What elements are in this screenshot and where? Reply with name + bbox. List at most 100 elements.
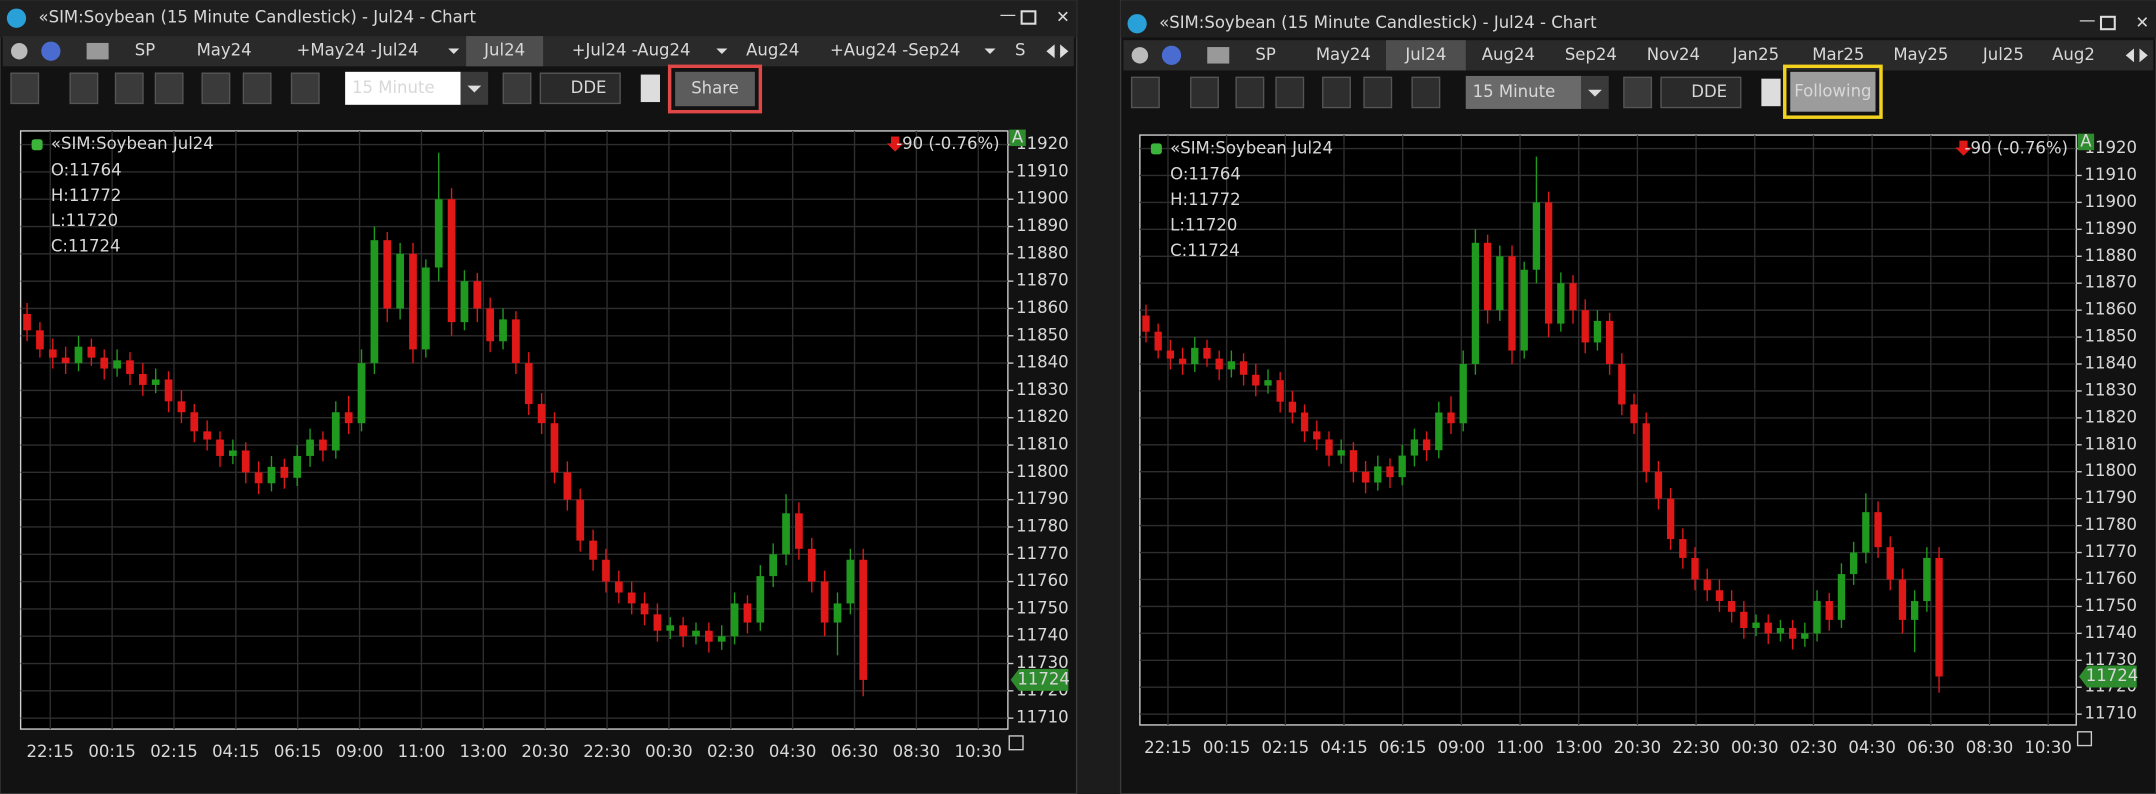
contract-tab[interactable]: Mar25: [1812, 45, 1864, 64]
close-button[interactable]: ✕: [1056, 8, 1070, 27]
resize-grip[interactable]: [2076, 731, 2093, 747]
candle-body: [357, 363, 366, 424]
x-tick-label: 06:30: [1907, 738, 1955, 757]
dde-label[interactable]: DDE: [1691, 82, 1727, 101]
indicator-tool[interactable]: [1322, 76, 1351, 109]
x-tick-label: 13:00: [1555, 738, 1603, 757]
interval-box[interactable]: [345, 71, 461, 105]
y-tick-label: 11870: [1016, 271, 1069, 290]
share-button-outline: [667, 64, 763, 114]
tab-dropdown[interactable]: [448, 48, 460, 54]
interval-box[interactable]: [1465, 75, 1582, 109]
chart-style-tool[interactable]: [1411, 76, 1441, 109]
share-button[interactable]: [1790, 71, 1876, 112]
indicator-tool[interactable]: [201, 72, 231, 105]
dde-button[interactable]: [1660, 76, 1742, 109]
candle-body: [383, 240, 392, 309]
contract-tab[interactable]: Jul25: [1982, 45, 2024, 64]
contract-tab[interactable]: +Aug24 -Sep24: [830, 41, 960, 60]
delete-tool[interactable]: [69, 72, 99, 105]
x-tick-label: 04:30: [1848, 738, 1896, 757]
symbol-selector[interactable]: SP: [135, 41, 155, 60]
symbol-selector[interactable]: SP: [1255, 45, 1275, 64]
ohlc-label: O:11764: [51, 160, 122, 179]
contract-tab[interactable]: May25: [1893, 45, 1948, 64]
settings-icon[interactable]: [1131, 47, 1149, 64]
interval-value[interactable]: 15 Minute: [1473, 82, 1556, 101]
contract-tab[interactable]: Aug2: [2052, 45, 2095, 64]
contract-tab[interactable]: Sep24: [1565, 45, 1617, 64]
share-button-label[interactable]: Following: [1794, 81, 1871, 100]
crosshair-global-tool[interactable]: [1275, 76, 1305, 109]
select-tool[interactable]: [1130, 76, 1160, 109]
candle-body: [1288, 401, 1297, 413]
minimize-button[interactable]: —: [1000, 5, 1017, 24]
x-tick-label: 02:30: [1790, 738, 1838, 757]
contract-tab[interactable]: Jul24: [483, 41, 525, 60]
auto-scale-badge[interactable]: [2077, 133, 2095, 151]
x-tick-label: 11:00: [398, 742, 446, 761]
auto-scale-label[interactable]: A: [2080, 131, 2092, 150]
interval-value[interactable]: 15 Minute: [352, 78, 435, 97]
data-grid-button[interactable]: [1623, 76, 1653, 109]
candle-body: [293, 455, 302, 478]
contract-tab[interactable]: S: [1015, 41, 1025, 60]
settings-icon[interactable]: [11, 42, 28, 60]
candle-body: [1154, 331, 1162, 351]
contract-tab[interactable]: Aug24: [1482, 45, 1535, 64]
crosshair-tool[interactable]: [114, 72, 144, 105]
x-tick-label: 04:30: [769, 742, 817, 761]
tab-scroll-left[interactable]: [1046, 44, 1055, 59]
auto-scale-label[interactable]: A: [1012, 127, 1024, 146]
close-button[interactable]: ✕: [2135, 13, 2149, 32]
chart-style-tool[interactable]: [290, 72, 320, 105]
data-grid-button[interactable]: [502, 72, 532, 105]
tab-scroll-right[interactable]: [2139, 48, 2148, 63]
maximize-button[interactable]: [1020, 10, 1037, 25]
x-tick-label: 04:15: [212, 742, 260, 761]
minimize-button[interactable]: —: [2079, 10, 2096, 29]
y-tick-label: 11810: [2085, 434, 2138, 453]
study-tool[interactable]: [242, 72, 272, 105]
candle-body: [1727, 601, 1736, 612]
contract-tab[interactable]: May24: [1316, 45, 1371, 64]
x-tick-label: 22:15: [1144, 738, 1192, 757]
contract-tab[interactable]: Jan25: [1732, 45, 1779, 64]
contract-tab[interactable]: +May24 -Jul24: [297, 41, 419, 60]
dde-button[interactable]: [539, 72, 621, 105]
crosshair-global-tool[interactable]: [154, 72, 184, 105]
auto-scale-badge[interactable]: [1009, 129, 1026, 147]
tab-dropdown[interactable]: [716, 48, 728, 54]
contract-tab[interactable]: Jul24: [1404, 45, 1446, 64]
link-icon[interactable]: [1761, 78, 1781, 107]
globe-icon[interactable]: [1161, 45, 1182, 65]
maximize-button[interactable]: [2099, 15, 2116, 31]
contract-tab[interactable]: May24: [197, 41, 252, 60]
tab-scroll-right[interactable]: [1060, 44, 1069, 59]
crosshair-tool[interactable]: [1235, 76, 1265, 109]
print-icon[interactable]: [86, 42, 109, 60]
contract-tab[interactable]: Aug24: [746, 41, 799, 60]
tab-scroll-left[interactable]: [2125, 48, 2134, 63]
y-tick-label: 11780: [2085, 515, 2138, 534]
link-icon[interactable]: [640, 74, 660, 103]
candle-body: [267, 466, 276, 484]
contract-tab[interactable]: +Jul24 -Aug24: [572, 41, 691, 60]
delete-tool[interactable]: [1190, 76, 1219, 109]
y-tick-label: 11760: [1016, 571, 1069, 590]
contract-tab[interactable]: Nov24: [1647, 45, 1700, 64]
globe-icon[interactable]: [41, 41, 61, 61]
dde-label[interactable]: DDE: [571, 78, 607, 97]
share-button-label[interactable]: Share: [691, 79, 739, 98]
print-icon[interactable]: [1207, 47, 1230, 64]
share-button[interactable]: [675, 71, 755, 107]
y-tick-label: 11790: [1016, 489, 1069, 508]
select-tool[interactable]: [10, 72, 40, 105]
candle-body: [512, 319, 520, 364]
study-tool[interactable]: [1363, 76, 1393, 109]
y-tick-label: 11800: [2085, 461, 2138, 480]
candle-body: [190, 412, 199, 432]
tab-dropdown[interactable]: [984, 48, 996, 54]
resize-grip[interactable]: [1008, 735, 1024, 751]
y-tick-label: 11730: [2085, 650, 2138, 669]
